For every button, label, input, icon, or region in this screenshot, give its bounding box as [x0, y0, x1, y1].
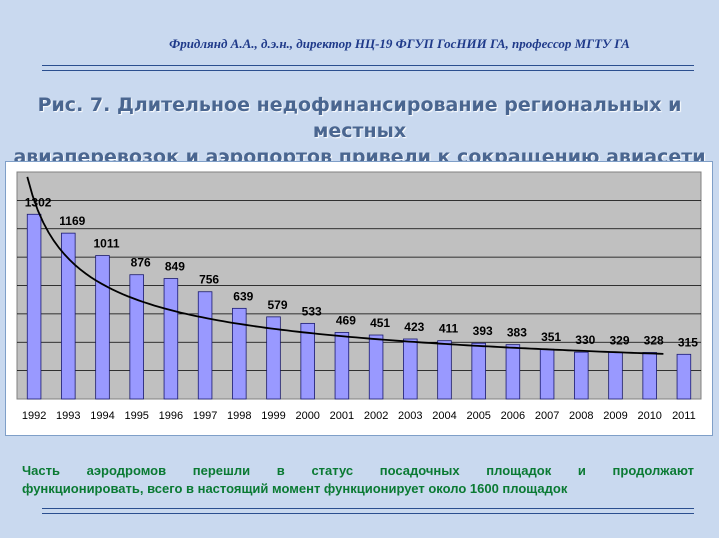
x-tick-label: 1994	[90, 410, 114, 422]
bar	[61, 232, 76, 400]
figure-title: Рис. 7. Длительное недофинансирование ре…	[0, 92, 719, 170]
x-tick-label: 2011	[672, 410, 696, 422]
bar	[26, 213, 42, 400]
bar	[129, 274, 144, 400]
data-label: 423	[404, 320, 424, 334]
x-tick-label: 1998	[227, 410, 251, 422]
data-label: 639	[233, 289, 253, 303]
x-tick-label: 2004	[432, 410, 456, 422]
x-tick-label: 1993	[56, 410, 80, 422]
bar	[95, 255, 110, 400]
x-tick-label: 2008	[569, 410, 593, 422]
bar	[642, 352, 657, 400]
data-label: 451	[370, 316, 390, 330]
data-label: 579	[267, 298, 287, 312]
bar-chart: 1302 1169 1011 876 849 756 639 579 533 469 451 423 4…	[16, 171, 702, 422]
data-label: 1011	[93, 237, 119, 251]
bar	[368, 334, 384, 400]
header-rule-bottom	[42, 70, 694, 71]
footer-rule-top	[42, 508, 694, 509]
bar	[300, 322, 315, 400]
data-label: 330	[575, 333, 595, 347]
bar	[232, 307, 247, 400]
x-tick-label: 2003	[398, 410, 422, 422]
x-tick-label: 2000	[295, 410, 319, 422]
x-tick-label: 2009	[603, 410, 627, 422]
bar	[163, 278, 179, 400]
footer-note: Часть аэродромов перешли в статус посадо…	[22, 462, 694, 498]
bar	[574, 351, 589, 400]
x-tick-label: 1995	[124, 410, 148, 422]
data-label: 469	[336, 313, 356, 327]
footer-rule-bottom	[42, 513, 694, 514]
x-tick-label: 1992	[22, 410, 46, 422]
data-label: 1169	[59, 214, 85, 228]
bar	[403, 338, 418, 400]
data-label: 315	[678, 335, 698, 349]
bar	[471, 342, 486, 400]
trendline	[26, 176, 664, 355]
figure-title-line-1: Рис. 7. Длительное недофинансирование ре…	[37, 94, 682, 142]
x-tick-label: 2007	[535, 410, 559, 422]
bar	[608, 351, 623, 400]
footer-note-line-1: Часть аэродромов перешли в статус посадо…	[22, 463, 694, 478]
x-tick-label: 2001	[330, 410, 354, 422]
data-label: 383	[507, 326, 527, 340]
x-tick-label: 1997	[193, 410, 217, 422]
x-tick-label: 2010	[637, 410, 661, 422]
bar	[676, 353, 692, 400]
data-label: 533	[302, 304, 322, 318]
x-tick-label: 2006	[501, 410, 525, 422]
data-label: 876	[131, 256, 151, 270]
bar	[539, 348, 555, 400]
x-tick-label: 2005	[466, 410, 490, 422]
bar	[266, 316, 281, 400]
data-label: 849	[165, 260, 185, 274]
data-label: 393	[473, 324, 493, 338]
data-label: 756	[199, 273, 219, 287]
header-rule-top	[42, 65, 694, 66]
footer-note-line-2: функционировать, всего в настоящий момен…	[22, 481, 568, 496]
chart-frame: 1302 1169 1011 876 849 756 639 579 533 469 451 423 4…	[5, 161, 713, 436]
data-label: 328	[644, 333, 664, 347]
bar	[437, 340, 452, 400]
x-tick-label: 1996	[159, 410, 183, 422]
bar	[197, 291, 213, 400]
author-credit: Фридлянд А.А., д.э.н., директор НЦ-19 ФГ…	[169, 36, 630, 51]
x-tick-label: 1999	[261, 410, 285, 422]
data-label: 1302	[25, 195, 52, 209]
x-tick-label: 2002	[364, 410, 388, 422]
bar	[334, 332, 350, 400]
data-label: 411	[439, 322, 459, 336]
data-label: 329	[609, 333, 629, 347]
bar	[505, 344, 521, 400]
data-label: 351	[541, 330, 561, 344]
